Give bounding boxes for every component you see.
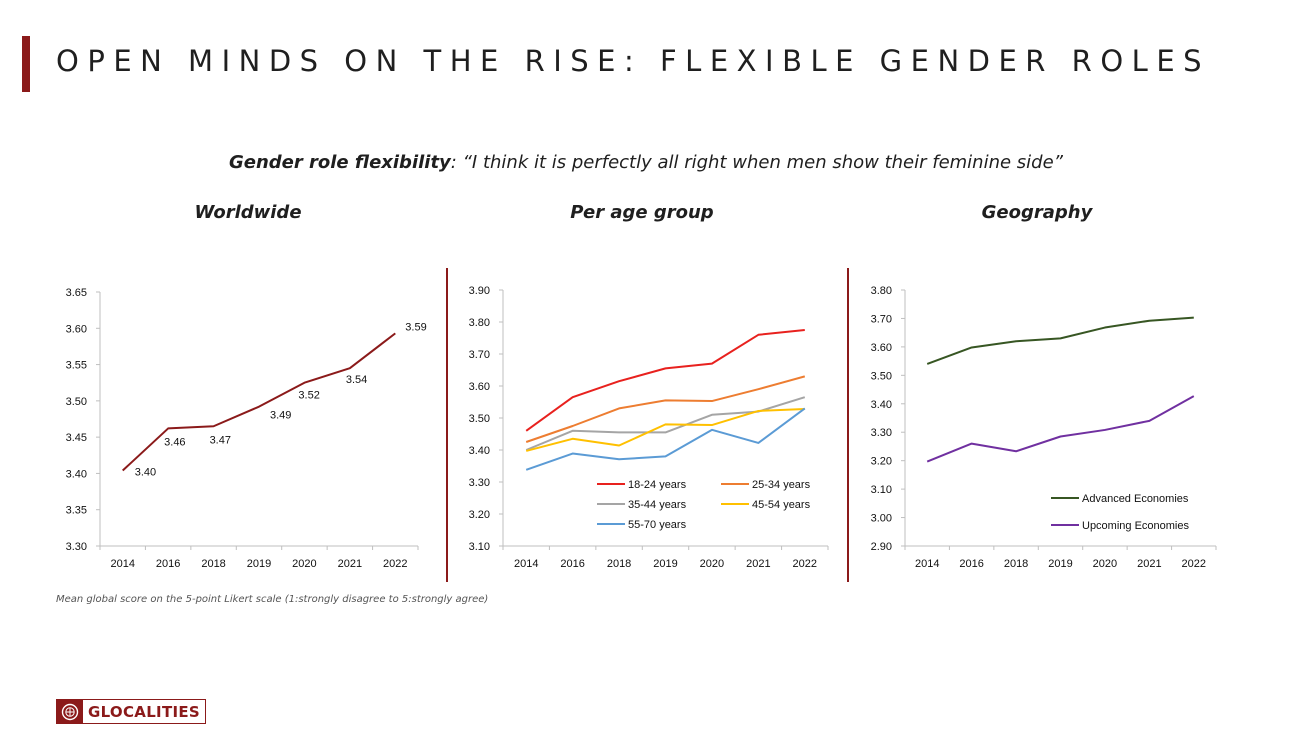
x-tick-label: 2014 [514, 558, 538, 570]
legend-entry: Advanced Economies [1082, 493, 1189, 505]
y-tick-label: 3.00 [871, 513, 892, 525]
chart-geography: 2.90 3.00 3.10 3.20 3.30 3.40 3.50 3.60 3.70 3.80… [871, 285, 1217, 570]
subtitle-quote: : “I think it is perfectly all right whe… [450, 152, 1063, 173]
y-tick-label: 3.35 [66, 505, 87, 517]
footnote: Mean global score on the 5-point Likert … [56, 594, 489, 605]
glocalities-logo: GLOCALITIES [56, 699, 206, 724]
series-line-45-54-years [525, 408, 805, 452]
y-tick-label: 3.90 [469, 285, 490, 297]
globe-seal-icon [57, 700, 83, 723]
x-tick-label: 2016 [959, 558, 983, 570]
y-tick-label: 2.90 [871, 541, 892, 553]
section-title-worldwide: Worldwide [194, 202, 302, 223]
x-tick-label: 2019 [653, 558, 677, 570]
y-tick-label: 3.60 [66, 323, 87, 335]
legend-entry: 35-44 years [628, 499, 687, 511]
series-line-18-24-years [525, 329, 805, 432]
data-label: 3.59 [405, 321, 426, 333]
series-line-upcoming-economies [926, 395, 1195, 463]
y-tick-label: 3.10 [469, 541, 490, 553]
x-tick-label: 2021 [1137, 558, 1161, 570]
x-tick-label: 2018 [607, 558, 631, 570]
x-tick-label: 2020 [700, 558, 724, 570]
legend-entry: 18-24 years [628, 479, 687, 491]
series-line-advanced-economies [926, 316, 1194, 365]
y-tick-label: 3.80 [469, 317, 490, 329]
subtitle-bold: Gender role flexibility [228, 152, 451, 173]
section-title-geography: Geography [981, 202, 1093, 223]
legend-entry: 45-54 years [752, 499, 811, 511]
y-tick-label: 3.40 [469, 445, 490, 457]
y-tick-label: 3.40 [871, 399, 892, 411]
y-tick-label: 3.10 [871, 484, 892, 496]
x-tick-label: 2022 [383, 558, 407, 570]
data-label: 3.46 [164, 436, 185, 448]
series-line [122, 332, 396, 472]
x-tick-label: 2014 [110, 558, 134, 570]
y-tick-label: 3.80 [871, 285, 892, 297]
x-tick-label: 2022 [1182, 558, 1206, 570]
section-title-age-group: Per age group [570, 202, 714, 223]
x-tick-label: 2020 [292, 558, 316, 570]
x-tick-label: 2020 [1093, 558, 1117, 570]
x-tick-label: 2022 [793, 558, 817, 570]
y-tick-label: 3.20 [469, 509, 490, 521]
y-tick-label: 3.70 [871, 313, 892, 325]
x-tick-label: 2018 [1004, 558, 1028, 570]
y-tick-label: 3.40 [66, 468, 87, 480]
chart-age-group: 3.10 3.20 3.30 3.40 3.50 3.60 3.70 3.80 3.90 2014… [469, 285, 829, 570]
y-tick-label: 3.50 [66, 396, 87, 408]
y-tick-label: 3.70 [469, 349, 490, 361]
page-title: OPEN MINDS ON THE RISE: FLEXIBLE GENDER … [56, 44, 1211, 78]
legend-entry: Upcoming Economies [1082, 520, 1189, 532]
y-tick-label: 3.65 [66, 287, 87, 299]
x-tick-label: 2019 [247, 558, 271, 570]
x-tick-label: 2018 [201, 558, 225, 570]
data-label: 3.52 [298, 390, 319, 402]
y-tick-label: 3.55 [66, 360, 87, 372]
data-label: 3.40 [135, 467, 156, 479]
data-label: 3.47 [210, 434, 231, 446]
x-tick-label: 2021 [338, 558, 362, 570]
y-tick-label: 3.60 [871, 342, 892, 354]
data-label: 3.54 [346, 374, 367, 386]
y-tick-label: 3.50 [871, 370, 892, 382]
chart-subtitle: Gender role flexibility: “I think it is … [0, 152, 1292, 173]
x-tick-label: 2014 [915, 558, 939, 570]
legend-entry: 55-70 years [628, 519, 687, 531]
y-tick-label: 3.30 [871, 427, 892, 439]
data-label: 3.49 [270, 410, 291, 422]
y-tick-label: 3.45 [66, 432, 87, 444]
y-tick-label: 3.20 [871, 456, 892, 468]
divider-right [847, 268, 849, 582]
chart-worldwide: 3.30 3.35 3.40 3.45 3.50 3.55 3.60 3.65 2014 2016… [66, 287, 427, 570]
legend-entry: 25-34 years [752, 479, 811, 491]
logo-text: GLOCALITIES [88, 702, 201, 721]
x-tick-label: 2016 [156, 558, 180, 570]
x-tick-label: 2021 [746, 558, 770, 570]
y-tick-label: 3.30 [469, 477, 490, 489]
title-accent-bar [22, 36, 30, 92]
x-tick-label: 2016 [560, 558, 584, 570]
x-tick-label: 2019 [1048, 558, 1072, 570]
y-tick-label: 3.60 [469, 381, 490, 393]
y-tick-label: 3.30 [66, 541, 87, 553]
y-tick-label: 3.50 [469, 413, 490, 425]
divider-left [446, 268, 448, 582]
